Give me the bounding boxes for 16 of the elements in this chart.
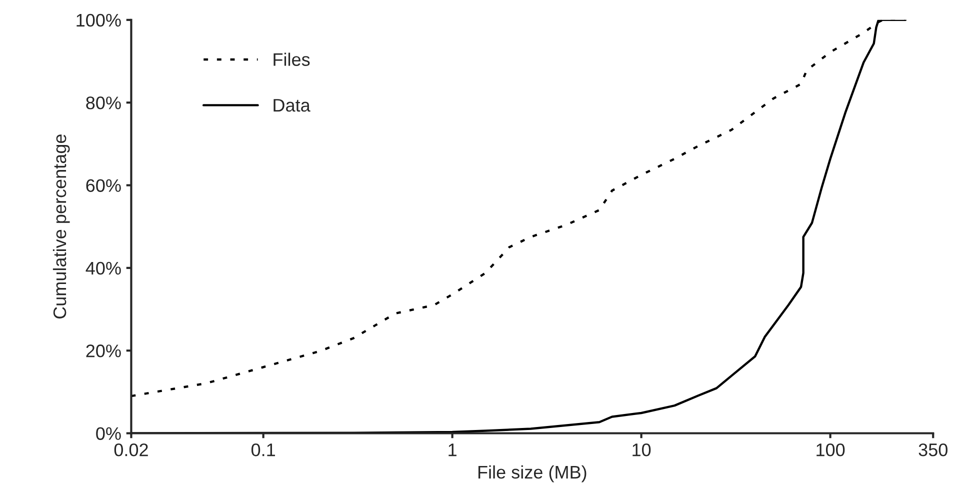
y-axis-title: Cumulative percentage xyxy=(52,134,70,319)
x-tick-label: 0.1 xyxy=(251,443,275,456)
x-axis-title: File size (MB) xyxy=(478,465,586,482)
y-tick-label: 0% xyxy=(96,427,121,440)
x-tick-label: 10 xyxy=(632,443,651,456)
y-tick-label: 100% xyxy=(76,14,121,27)
x-tick-label: 0.02 xyxy=(114,443,148,456)
x-tick-label: 1 xyxy=(448,444,456,456)
y-tick-label: 60% xyxy=(86,179,121,192)
y-tick-label: 20% xyxy=(86,344,121,358)
legend-label: Data xyxy=(274,99,310,112)
legend-label: Files xyxy=(274,52,310,66)
x-tick-label: 100 xyxy=(816,443,845,456)
y-tick-label: 40% xyxy=(86,262,121,275)
x-tick-label: 350 xyxy=(918,443,948,456)
y-tick-label: 80% xyxy=(86,96,121,110)
